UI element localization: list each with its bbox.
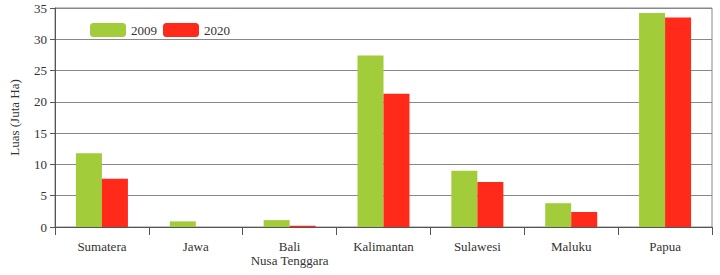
svg-text:2020: 2020 (204, 23, 230, 38)
svg-text:30: 30 (34, 32, 47, 47)
svg-text:Jawa: Jawa (183, 239, 209, 254)
svg-text:Sulawesi: Sulawesi (454, 239, 501, 254)
svg-text:2009: 2009 (131, 23, 157, 38)
svg-text:10: 10 (34, 157, 47, 172)
svg-text:Kalimantan: Kalimantan (353, 239, 414, 254)
svg-text:5: 5 (41, 188, 48, 203)
svg-text:35: 35 (34, 1, 47, 16)
svg-text:15: 15 (34, 126, 47, 141)
svg-text:25: 25 (34, 63, 47, 78)
svg-text:Bali: Bali (279, 239, 301, 254)
svg-text:Nusa Tenggara: Nusa Tenggara (251, 253, 329, 268)
svg-text:0: 0 (41, 220, 48, 235)
svg-text:20: 20 (34, 94, 47, 109)
svg-text:Maluku: Maluku (551, 239, 592, 254)
svg-text:Papua: Papua (649, 239, 681, 254)
svg-text:Sumatera: Sumatera (77, 239, 126, 254)
svg-text:Luas (Juta Ha): Luas (Juta Ha) (7, 79, 22, 156)
